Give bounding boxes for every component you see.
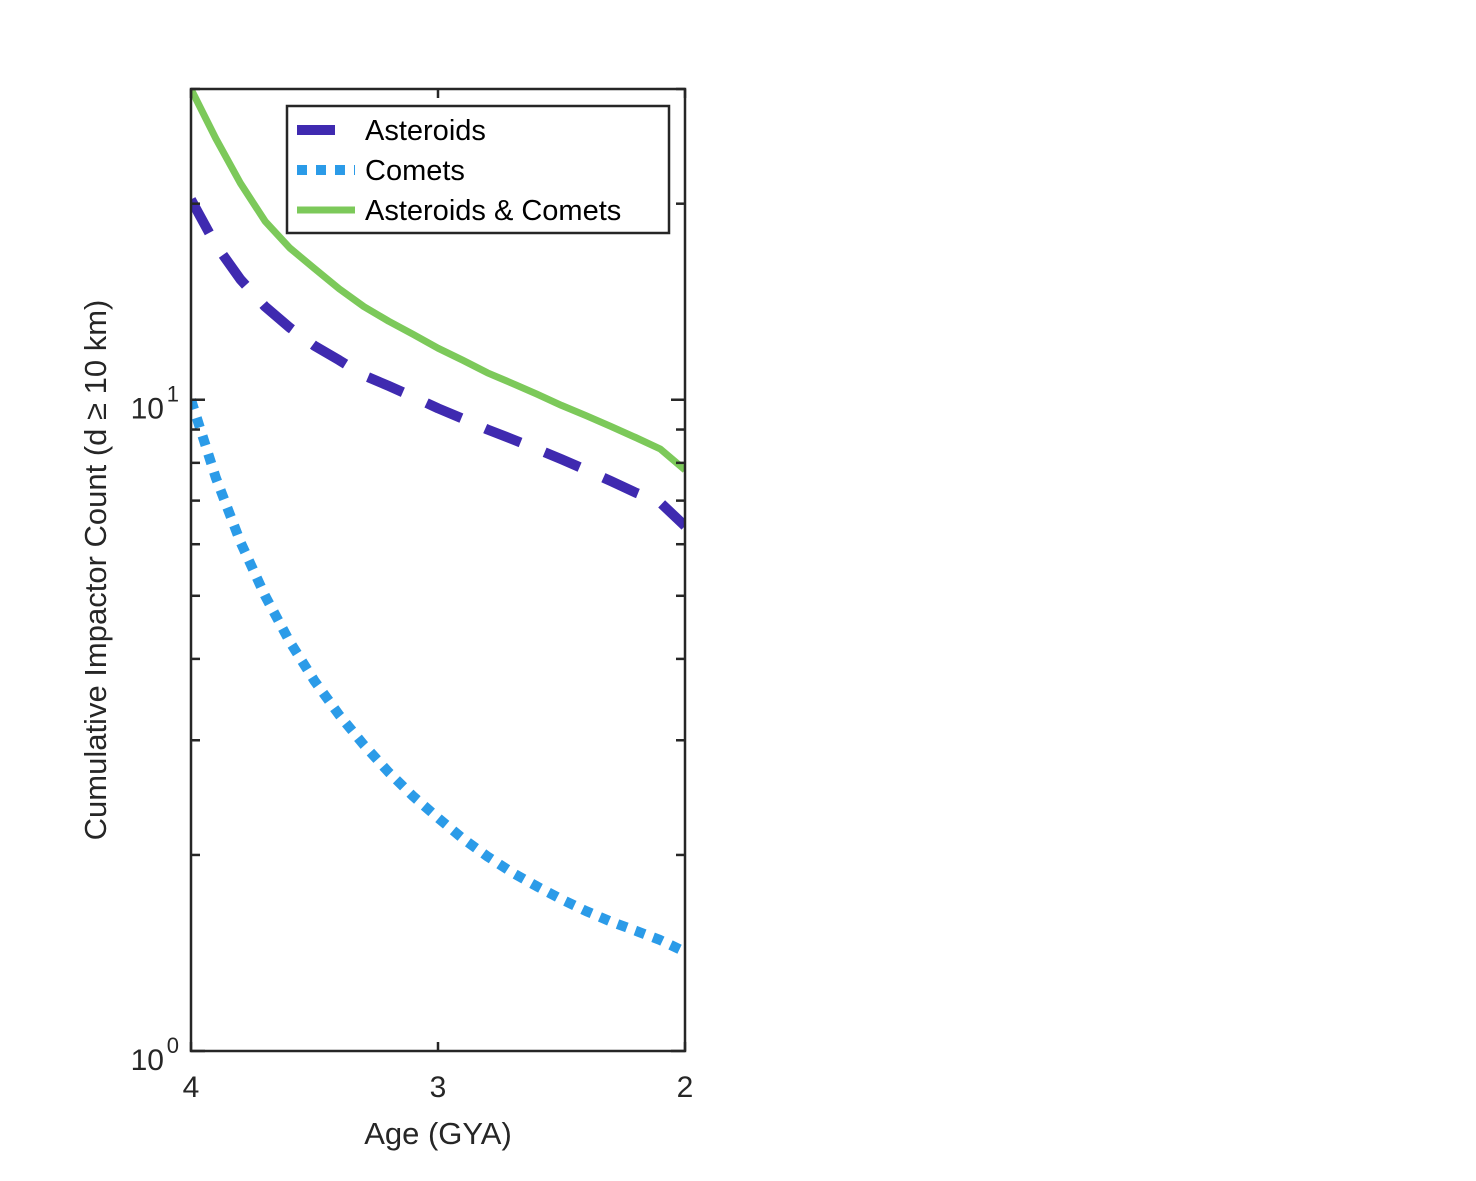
y-tick-label-exponent: 1 xyxy=(167,382,179,407)
legend-entries: Asteroids Comets Asteroids & Comets xyxy=(297,115,621,227)
legend-entry: Asteroids xyxy=(297,115,486,147)
legend: Asteroids Comets Asteroids & Comets xyxy=(285,104,671,235)
series-line-comets xyxy=(191,398,685,957)
y-tick-label-exponent: 0 xyxy=(167,1033,179,1058)
y-axis-title: Cumulative Impactor Count (d ≥ 10 km) xyxy=(78,300,113,841)
series-line-asteroids xyxy=(191,197,685,530)
plot-frame xyxy=(189,87,687,1053)
y-tick-label: 10 0 xyxy=(131,1033,179,1077)
x-tick-label: 2 xyxy=(677,1071,694,1104)
y-tick-label: 10 1 xyxy=(131,382,179,426)
x-axis-title: Age (GYA) xyxy=(364,1116,512,1151)
series-layer xyxy=(191,89,685,957)
legend-entry: Comets xyxy=(297,155,465,187)
x-tick-labels: 4 3 2 xyxy=(183,1071,694,1104)
y-tick-label-base: 10 xyxy=(131,393,164,426)
legend-label: Comets xyxy=(365,155,465,187)
x-tick-label: 3 xyxy=(430,1071,447,1104)
y-tick-label-base: 10 xyxy=(131,1044,164,1077)
legend-label: Asteroids xyxy=(365,115,486,147)
legend-entry: Asteroids & Comets xyxy=(297,195,621,227)
x-tick-label: 4 xyxy=(183,1071,200,1104)
plot-area xyxy=(191,89,685,1051)
series-line-asteroids-comets xyxy=(191,89,685,473)
legend-label: Asteroids & Comets xyxy=(365,195,621,227)
